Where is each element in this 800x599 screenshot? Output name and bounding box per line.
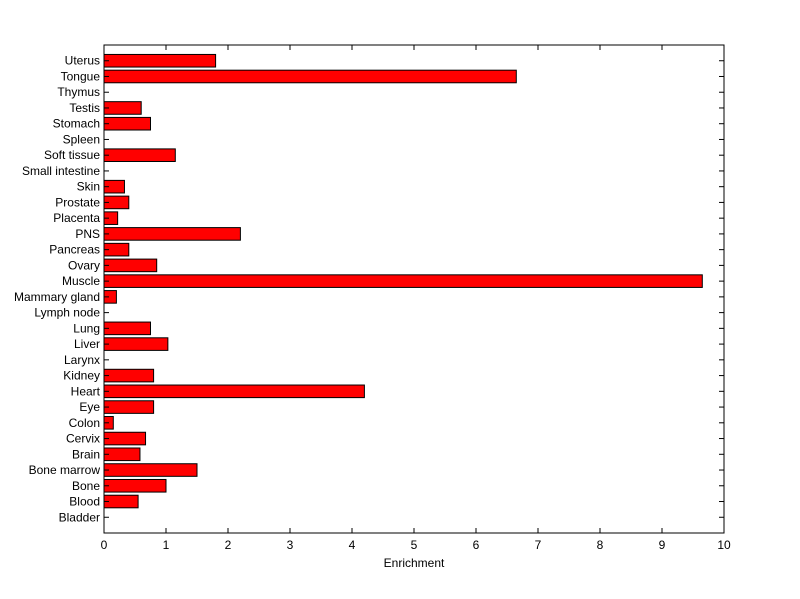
y-tick-label: Soft tissue [44, 148, 100, 162]
y-tick-label: Muscle [62, 274, 100, 288]
x-tick-label: 7 [535, 538, 542, 552]
bar-eye [103, 400, 155, 414]
y-tick-label: Testis [69, 101, 100, 115]
x-tick-label: 5 [411, 538, 418, 552]
y-tick-label: Placenta [53, 211, 100, 225]
y-tick-label: Heart [71, 384, 101, 398]
y-tick-label: Lung [73, 321, 100, 335]
y-tick-label: Pancreas [49, 243, 100, 257]
bars-layer [103, 53, 703, 509]
bar-tongue [103, 69, 517, 84]
x-tick-label: 8 [597, 538, 604, 552]
y-tick-label: Stomach [53, 117, 100, 131]
y-tick-label: Liver [74, 337, 100, 351]
x-tick-label: 4 [349, 538, 356, 552]
y-tick-label: Tongue [61, 69, 101, 83]
y-tick-label: Blood [69, 495, 100, 509]
x-tick-label: 9 [659, 538, 666, 552]
y-tick-label: Ovary [68, 258, 100, 272]
y-tick-label: Spleen [63, 132, 100, 146]
plot-frame [103, 44, 725, 534]
y-tick-label: Bladder [59, 510, 100, 524]
y-tick-label: Mammary gland [14, 290, 100, 304]
bar-cervix [103, 431, 147, 446]
bar-lung [103, 321, 151, 336]
bar-kidney [103, 368, 155, 383]
bar-blood [103, 494, 139, 509]
bar-bone [103, 478, 167, 493]
x-tick-label: 1 [163, 538, 170, 552]
y-tick-label: Uterus [65, 54, 100, 68]
y-tick-label: PNS [75, 227, 100, 241]
y-tick-label: Thymus [57, 85, 100, 99]
x-tick-label: 10 [717, 538, 731, 552]
y-tick-label: Bone marrow [29, 463, 101, 477]
x-axis-label: Enrichment [384, 556, 445, 570]
y-tick-label: Skin [77, 180, 100, 194]
bar-liver [103, 337, 169, 351]
x-tick-label: 0 [101, 538, 108, 552]
y-tick-label: Bone [72, 479, 100, 493]
y-tick-label: Lymph node [34, 306, 100, 320]
ticks-layer [103, 45, 725, 533]
y-tick-label: Colon [69, 416, 100, 430]
bar-bone-marrow [103, 463, 198, 477]
bar-muscle [103, 274, 703, 288]
bar-soft-tissue [103, 148, 176, 162]
bar-stomach [103, 116, 151, 131]
y-tick-label: Kidney [63, 369, 100, 383]
bar-brain [103, 447, 141, 462]
y-tick-label: Larynx [64, 353, 100, 367]
y-tick-label: Brain [72, 447, 100, 461]
x-tick-label: 2 [225, 538, 232, 552]
y-tick-label: Eye [79, 400, 100, 414]
y-tick-label: Cervix [66, 432, 100, 446]
bar-testis [103, 101, 142, 115]
bar-heart [103, 384, 365, 399]
y-tick-label: Small intestine [22, 164, 100, 178]
bar-uterus [103, 53, 217, 68]
y-tick-label: Prostate [55, 195, 100, 209]
bar-pns [103, 227, 241, 241]
x-tick-label: 3 [287, 538, 294, 552]
bar-ovary [103, 258, 158, 273]
x-tick-label: 6 [473, 538, 480, 552]
